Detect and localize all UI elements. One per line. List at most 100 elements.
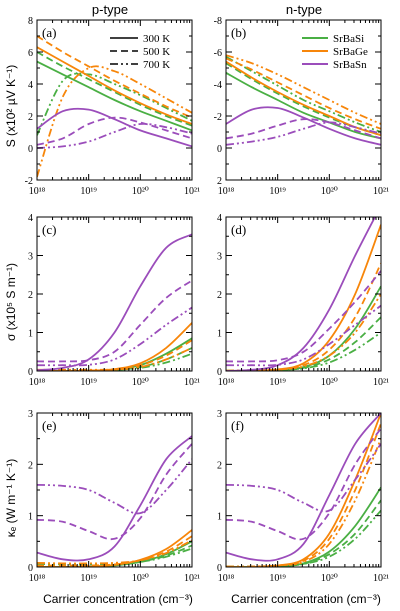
panel-label: (a): [42, 25, 56, 40]
panel-label: (d): [231, 222, 246, 237]
x-tick-label: 10¹⁹: [269, 573, 286, 584]
x-tick-label: 10¹⁹: [269, 377, 286, 388]
x-tick-label: 10²¹: [373, 573, 389, 584]
line-SrBaSn-500K: [37, 116, 192, 146]
y-tick-label: 0: [217, 563, 222, 574]
legend-label-SrBaSi: SrBaSi: [333, 33, 364, 45]
y-tick-label: 3: [28, 252, 33, 263]
column-title-p-type: p-type: [92, 2, 128, 17]
y-axis-label-seebeck: S (x10² µV K⁻¹): [4, 65, 18, 148]
line-SrBaGe-700K: [37, 347, 192, 371]
y-tick-label: 1: [217, 329, 222, 340]
line-SrBaSi-500K: [226, 499, 381, 567]
plot-frame: [36, 216, 193, 372]
x-tick-label: 10²¹: [184, 377, 200, 388]
plot-frame: [36, 412, 193, 568]
series-group: [226, 217, 381, 371]
y-axis-label-conductivity: σ (x10⁵ S m⁻¹): [4, 263, 18, 341]
y-tick-label: 6: [28, 48, 33, 59]
panel-e: 10¹⁸ 10¹⁹ 10²⁰ 10²¹ 0 1 2 3 (e): [28, 409, 200, 584]
line-SrBaSi-700K: [37, 72, 192, 136]
line-SrBaSn-300K: [226, 413, 381, 562]
line-SrBaGe-700K: [226, 293, 381, 371]
y-tick-label: -4: [214, 80, 222, 91]
y-tick-label: 0: [217, 144, 222, 155]
x-tick-label: 10¹⁸: [29, 573, 46, 584]
line-SrBaSi-300K: [226, 72, 381, 140]
y-tick-label: 1: [28, 512, 33, 523]
line-SrBaSn-500K: [226, 270, 381, 363]
y-tick-label: -8: [214, 16, 222, 27]
y-tick-label: 2: [28, 290, 33, 301]
y-tick-label: 2: [217, 290, 222, 301]
x-tick-label: 10²⁰: [132, 377, 149, 388]
line-SrBaSn-700K: [37, 122, 192, 149]
line-SrBaSn-700K: [37, 458, 192, 515]
line-SrBaSn-300K: [37, 435, 192, 562]
line-SrBaSn-500K: [226, 427, 381, 541]
x-tick-label: 10¹⁸: [29, 377, 46, 388]
line-SrBaGe-500K: [226, 57, 381, 130]
line-SrBaSn-500K: [37, 279, 192, 363]
y-tick-label: 0: [28, 367, 33, 378]
x-tick-label: 10²⁰: [321, 377, 338, 388]
legend-label-SrBaSn: SrBaSn: [333, 59, 367, 71]
line-SrBaSn-300K: [37, 107, 192, 148]
panel-f: 10¹⁸ 10¹⁹ 10²⁰ 10²¹ 0 1 2 3 (f): [217, 409, 389, 584]
series-group: [37, 233, 192, 371]
x-tick-label: 10¹⁸: [218, 377, 235, 388]
x-tick-label: 10¹⁸: [29, 186, 46, 197]
x-tick-label: 10²⁰: [132, 573, 149, 584]
line-SrBaSn-300K: [226, 217, 377, 371]
line-SrBaGe-300K: [37, 46, 192, 125]
line-SrBaGe-500K: [226, 262, 381, 371]
y-axis-label-thermal: κₑ (W m⁻¹ K⁻¹): [4, 459, 18, 537]
line-SrBaGe-500K: [37, 339, 192, 371]
x-tick-label: 10¹⁹: [80, 573, 97, 584]
series-group: [37, 35, 192, 178]
y-tick-label: 0: [217, 367, 222, 378]
line-SrBaGe-300K: [37, 529, 192, 567]
line-SrBaGe-700K: [226, 54, 381, 125]
y-tick-label: 0: [28, 144, 33, 155]
line-SrBaSi-300K: [226, 486, 381, 567]
x-tick-label: 10¹⁹: [80, 186, 97, 197]
line-SrBaGe-300K: [37, 322, 192, 371]
y-tick-label: 2: [217, 460, 222, 471]
y-tick-label: 8: [28, 16, 33, 27]
y-tick-label: -2: [214, 112, 222, 123]
line-SrBaGe-700K: [226, 438, 381, 567]
panel-label: (c): [42, 222, 56, 237]
line-SrBaSi-700K: [226, 56, 381, 133]
panel-label: (e): [42, 418, 56, 433]
x-tick-label: 10²¹: [184, 186, 200, 197]
x-tick-label: 10¹⁸: [218, 573, 235, 584]
x-tick-label: 10²¹: [373, 186, 389, 197]
x-tick-label: 10¹⁸: [218, 186, 235, 197]
y-tick-label: 0: [28, 563, 33, 574]
line-SrBaSn-300K: [37, 233, 192, 371]
line-SrBaSi-300K: [37, 60, 192, 132]
legend-compounds: SrBaSi SrBaGe SrBaSn: [302, 33, 368, 71]
x-tick-label: 10²¹: [373, 377, 389, 388]
y-tick-label: 1: [217, 512, 222, 523]
panel-a: 10¹⁸ 10¹⁹ 10²⁰ 10²¹ -2 0 2 4 6 8 (a): [25, 16, 200, 197]
line-SrBaSn-500K: [37, 443, 192, 541]
x-axis-label-n-type: Carrier concentration (cm⁻³): [231, 592, 381, 606]
line-SrBaSn-700K: [226, 443, 381, 513]
line-SrBaSi-700K: [37, 547, 192, 566]
line-SrBaGe-700K: [37, 539, 192, 565]
series-group: [37, 435, 192, 567]
x-tick-label: 10¹⁹: [269, 186, 286, 197]
y-tick-label: 4: [28, 80, 33, 91]
line-SrBaGe-500K: [37, 535, 192, 567]
line-SrBaSn-300K: [226, 106, 381, 146]
x-tick-label: 10²⁰: [132, 186, 149, 197]
x-tick-label: 10²¹: [184, 573, 200, 584]
y-tick-label: -2: [25, 176, 33, 187]
panel-label: (f): [231, 418, 244, 433]
line-SrBaSn-700K: [226, 304, 381, 367]
x-tick-label: 10²⁰: [321, 573, 338, 584]
